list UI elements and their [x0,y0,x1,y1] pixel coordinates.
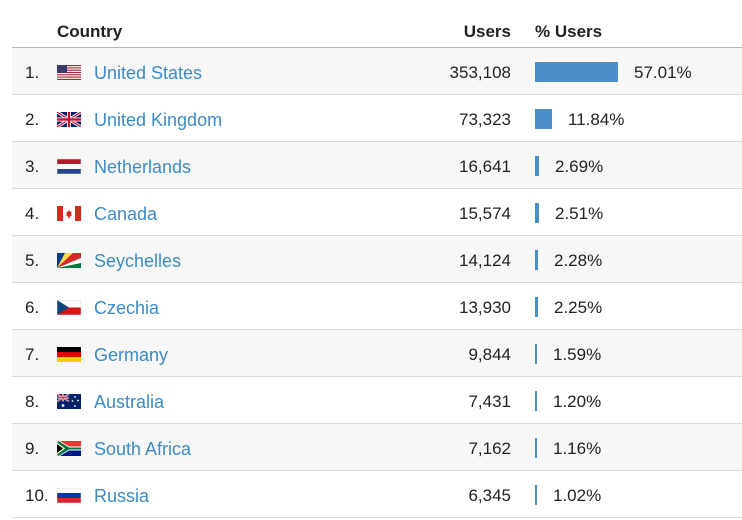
table-header: Country Users % Users [12,14,742,48]
users-percentage: 2.51% [555,204,604,223]
country-link[interactable]: Australia [94,392,165,412]
country-link[interactable]: South Africa [94,439,192,459]
za-flag-icon [57,441,81,456]
users-percentage: 1.20% [553,392,602,411]
table-body: 1. United States 353,108 57.01% 2. United Kin… [12,48,742,518]
row-rank: 4. [25,204,40,223]
country-link[interactable]: Netherlands [94,157,192,177]
sc-flag-icon [57,253,81,268]
users-column-header[interactable]: Users [463,22,511,41]
users-count: 7,162 [468,439,511,458]
users-count: 6,345 [468,486,511,505]
row-rank: 9. [25,439,40,458]
table-row: 7. Germany 9,844 1.59% [12,330,742,377]
table-row: 5. Seychelles 14,124 2.28% [12,236,742,283]
users-share-bar [535,344,537,364]
table-row: 1. United States 353,108 57.01% [12,48,742,95]
country-link[interactable]: Czechia [94,298,160,318]
nl-flag-icon [57,159,81,174]
users-percentage: 1.59% [553,345,602,364]
de-flag-icon [57,347,81,362]
table-row: 6. Czechia 13,930 2.25% [12,283,742,330]
users-percentage: 2.69% [555,157,604,176]
country-column-header[interactable]: Country [57,22,123,41]
country-link[interactable]: Germany [94,345,169,365]
row-rank: 1. [25,63,40,82]
table-row: 4. Canada 15,574 2.51% [12,189,742,236]
users-percentage: 1.02% [553,486,602,505]
users-share-bar [535,485,537,505]
users-share-bar [535,391,537,411]
users-share-bar [535,156,539,176]
us-flag-icon [57,65,81,80]
users-percentage: 11.84% [568,110,625,129]
users-share-bar [535,203,539,223]
users-count: 73,323 [459,110,511,129]
users-share-bar [535,62,618,82]
au-flag-icon [57,394,81,409]
country-users-table: Country Users % Users 1. United States 353… [12,14,742,518]
table-row: 3. Netherlands 16,641 2.69% [12,142,742,189]
row-rank: 6. [25,298,40,317]
row-rank: 10. [25,486,49,505]
table-row: 9. South Africa 7,162 1.16% [12,424,742,471]
users-percentage: 2.28% [554,251,603,270]
pct-users-column-header[interactable]: % Users [535,22,603,41]
users-count: 7,431 [468,392,511,411]
users-percentage: 57.01% [634,63,692,82]
users-count: 353,108 [449,63,511,82]
users-count: 15,574 [459,204,511,223]
table-row: 8. Australia 7,431 1.20% [12,377,742,424]
country-link[interactable]: United States [94,63,203,83]
row-rank: 5. [25,251,40,270]
table-row: 10. Russia 6,345 1.02% [12,471,742,518]
ca-flag-icon [57,206,81,221]
users-count: 13,930 [459,298,511,317]
table-row: 2. United Kingdom 73,323 11.84% [12,95,742,142]
users-share-bar [535,297,538,317]
row-rank: 3. [25,157,40,176]
ru-flag-icon [57,488,81,503]
uk-flag-icon [57,112,81,127]
country-link[interactable]: Canada [94,204,158,224]
country-link[interactable]: Seychelles [94,251,182,271]
row-rank: 7. [25,345,40,364]
users-count: 16,641 [459,157,511,176]
users-count: 14,124 [459,251,511,270]
users-percentage: 1.16% [553,439,602,458]
country-link[interactable]: United Kingdom [94,110,223,130]
users-share-bar [535,438,537,458]
users-share-bar [535,109,552,129]
users-count: 9,844 [468,345,511,364]
users-percentage: 2.25% [554,298,603,317]
cz-flag-icon [57,300,81,315]
row-rank: 8. [25,392,40,411]
row-rank: 2. [25,110,40,129]
users-share-bar [535,250,538,270]
country-link[interactable]: Russia [94,486,150,506]
